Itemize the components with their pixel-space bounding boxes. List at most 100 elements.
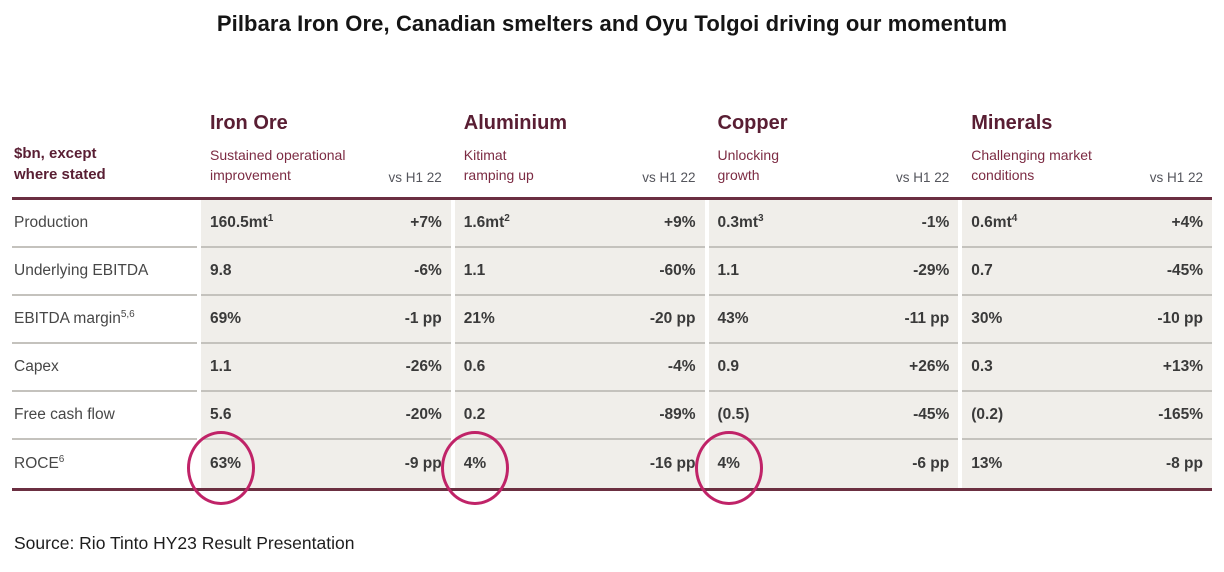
cell-value: 0.3mt3 — [717, 213, 764, 232]
vs-column-header: vs H1 22 — [1149, 170, 1203, 185]
value-cell: 1.6mt2 +9% — [454, 200, 705, 248]
value-cell: 9.8 -6% — [201, 248, 451, 296]
value-cell: 0.6mt4 +4% — [962, 200, 1212, 248]
section-subtitle: Unlocking growth — [717, 147, 779, 184]
value-cell: 5.6 -20% — [201, 392, 451, 440]
value-cell: 0.3 +13% — [962, 344, 1212, 392]
section-name: Copper — [717, 112, 788, 135]
cell-vs-value: -1% — [921, 214, 950, 231]
cell-vs-value: -89% — [659, 406, 696, 423]
section-name: Aluminium — [463, 112, 568, 135]
cell-value: 0.6 — [463, 358, 486, 375]
value-cell: 0.7 -45% — [962, 248, 1212, 296]
row-label: ROCE6 — [14, 454, 65, 473]
row-label-cell: Underlying EBITDA — [12, 248, 197, 296]
cell-vs-value: -45% — [1166, 262, 1203, 279]
value-cell: 13% -8 pp — [962, 440, 1212, 488]
row-label-cell: Capex — [12, 344, 197, 392]
section-header-iron-ore: Iron Ore Sustained operational improveme… — [201, 112, 451, 197]
cell-value: 0.3 — [971, 358, 993, 375]
cell-value: 69% — [210, 310, 242, 327]
cell-value: 63% — [210, 455, 242, 472]
section-name: Iron Ore — [210, 112, 288, 135]
cell-value: 1.6mt2 — [463, 213, 510, 232]
cell-vs-value: -6 pp — [912, 455, 950, 472]
cell-value: 1.1 — [717, 262, 740, 279]
cell-value: 1.1 — [463, 262, 486, 279]
table-row: EBITDA margin5,6 69% -1 pp 21% -20 pp 43% -11… — [12, 296, 1212, 344]
financial-table: $bn, except where stated Iron Ore Sustai… — [12, 95, 1212, 505]
table-header: $bn, except where stated Iron Ore Sustai… — [12, 95, 1212, 197]
page-title: Pilbara Iron Ore, Canadian smelters and … — [216, 11, 1008, 36]
value-cell: 0.9 +26% — [708, 344, 959, 392]
cell-vs-value: -6% — [414, 262, 442, 279]
section-subtitle: Sustained operational improvement — [210, 147, 346, 184]
row-label: Capex — [14, 358, 59, 376]
cell-vs-value: +7% — [410, 214, 442, 231]
value-cell: 1.1 -60% — [454, 248, 705, 296]
value-cell: 4% -16 pp — [440, 431, 705, 505]
vs-column-header: vs H1 22 — [388, 170, 442, 185]
value-cell: 1.1 -26% — [201, 344, 451, 392]
cell-vs-value: -1 pp — [404, 310, 442, 327]
cell-vs-value: -165% — [1158, 406, 1203, 423]
cell-value: 160.5mt1 — [210, 213, 274, 232]
cell-vs-value: -60% — [659, 262, 696, 279]
row-label: Free cash flow — [14, 406, 115, 424]
footer-rule — [12, 488, 1212, 491]
value-cell: 1.1 -29% — [708, 248, 959, 296]
cell-value: 1.1 — [210, 358, 232, 375]
section-header-copper: Copper Unlocking growth vs H1 22 — [709, 112, 959, 197]
section-header-minerals: Minerals Challenging market conditions v… — [962, 112, 1212, 197]
cell-value: 13% — [971, 455, 1003, 472]
cell-value: 21% — [463, 310, 495, 327]
cell-value: 9.8 — [210, 262, 232, 279]
row-label: EBITDA margin5,6 — [14, 309, 135, 328]
cell-value: 4% — [463, 455, 487, 472]
cell-vs-value: -8 pp — [1165, 455, 1203, 472]
row-label-cell: Production — [12, 200, 197, 248]
cell-value: (0.5) — [717, 406, 750, 423]
cell-value: 5.6 — [210, 406, 232, 423]
cell-vs-value: -26% — [405, 358, 442, 375]
row-label-cell: EBITDA margin5,6 — [12, 296, 197, 344]
cell-vs-value: -45% — [913, 406, 950, 423]
vs-column-header: vs H1 22 — [642, 170, 696, 185]
value-cell: 0.3mt3 -1% — [708, 200, 959, 248]
cell-vs-value: -10 pp — [1157, 310, 1203, 327]
cell-vs-value: -20% — [405, 406, 442, 423]
cell-vs-value: +4% — [1171, 214, 1203, 231]
cell-vs-value: -29% — [913, 262, 950, 279]
value-cell: 43% -11 pp — [708, 296, 959, 344]
table-row: Free cash flow 5.6 -20% 0.2 -89% (0.5) -45% (0… — [12, 392, 1212, 440]
cell-vs-value: -9 pp — [404, 455, 442, 472]
cell-vs-value: +13% — [1162, 358, 1203, 375]
cell-value: 0.2 — [463, 406, 486, 423]
table-row: Capex 1.1 -26% 0.6 -4% 0.9 +26% 0.3 +13% — [12, 344, 1212, 392]
table-row: Underlying EBITDA 9.8 -6% 1.1 -60% 1.1 -29% 0.… — [12, 248, 1212, 296]
cell-vs-value: +26% — [909, 358, 950, 375]
source-note: Source: Rio Tinto HY23 Result Presentati… — [14, 533, 355, 553]
value-cell: (0.2) -165% — [962, 392, 1212, 440]
value-cell: 21% -20 pp — [454, 296, 705, 344]
cell-value: 0.9 — [717, 358, 740, 375]
cell-value: (0.2) — [971, 406, 1004, 423]
row-label-cell: Free cash flow — [12, 392, 197, 440]
unit-label-cell: $bn, except where stated — [12, 143, 197, 198]
cell-value: 4% — [717, 455, 740, 472]
header-rule — [12, 197, 1212, 200]
value-cell: (0.5) -45% — [708, 392, 959, 440]
cell-vs-value: +9% — [664, 214, 696, 231]
cell-value: 0.7 — [971, 262, 993, 279]
value-cell: 30% -10 pp — [962, 296, 1212, 344]
cell-vs-value: -20 pp — [649, 310, 696, 327]
cell-vs-value: -11 pp — [904, 310, 950, 327]
cell-vs-value: -16 pp — [649, 455, 696, 472]
cell-vs-value: -4% — [667, 358, 696, 375]
value-cell: 69% -1 pp — [201, 296, 451, 344]
section-subtitle: Kitimat ramping up — [463, 147, 534, 184]
cell-value: 30% — [971, 310, 1003, 327]
value-cell: 0.6 -4% — [454, 344, 705, 392]
row-label: Underlying EBITDA — [14, 262, 149, 280]
section-header-aluminium: Aluminium Kitimat ramping up vs H1 22 — [455, 112, 705, 197]
